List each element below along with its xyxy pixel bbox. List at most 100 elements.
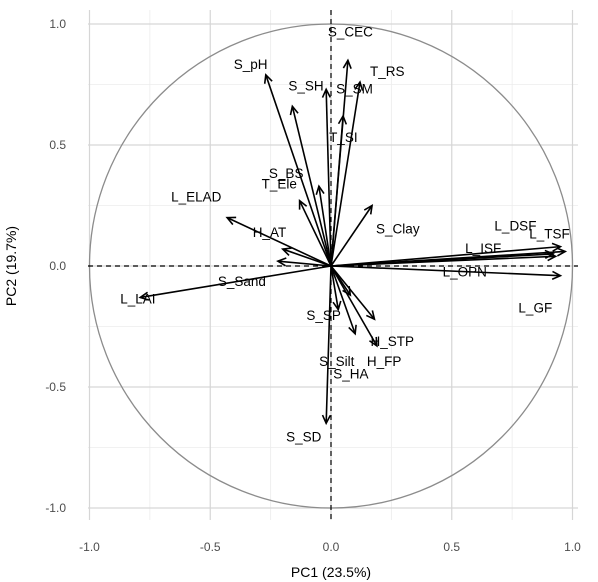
arrow-head: [321, 87, 332, 98]
y-tick-label: -1.0: [45, 501, 66, 515]
arrow-shaft: [318, 186, 332, 267]
arrow-l-lai: [138, 265, 332, 301]
label-l-dsf: L_DSF: [494, 219, 536, 234]
arrow-shaft: [265, 74, 332, 267]
arrow-s-clay: [330, 203, 374, 267]
arrow-head: [551, 242, 563, 252]
arrow-s-ha: [330, 265, 342, 312]
arrow-l-gf: [330, 265, 563, 280]
arrow-shaft: [282, 248, 332, 267]
arrow-h-at: [280, 247, 332, 267]
arrow-head: [276, 257, 287, 267]
arrow-head: [321, 414, 332, 426]
arrow-head: [369, 336, 378, 348]
arrow-l-opn: [330, 252, 558, 267]
label-l-isf: L_ISF: [465, 241, 501, 256]
x-axis-title: PC1 (23.5%): [291, 564, 371, 580]
y-tick-label: 0.0: [49, 259, 66, 273]
x-tick-label: -1.0: [79, 540, 100, 554]
label-l-opn: L_OPN: [443, 264, 487, 279]
variable-arrows: [138, 58, 568, 426]
arrow-shaft: [330, 255, 556, 267]
y-tick-label: 1.0: [49, 17, 66, 31]
label-s-silt: S_Silt: [319, 354, 355, 369]
x-tick-label: 0.0: [323, 540, 340, 554]
y-axis-title: PC2 (19.7%): [3, 226, 19, 306]
arrow-s-ph: [263, 73, 332, 267]
arrow-l-elad: [225, 216, 332, 267]
arrow-shaft: [330, 265, 340, 310]
arrow-s-sd: [321, 265, 332, 426]
label-s-cec: S_CEC: [328, 24, 373, 39]
arrow-l-dsf: [330, 242, 563, 267]
label-t-rs: T_RS: [370, 64, 405, 79]
arrow-shaft: [330, 265, 376, 320]
arrow-s-sand: [276, 257, 332, 267]
arrow-s-sh: [289, 104, 332, 267]
label-h-at: H_AT: [253, 225, 287, 240]
arrow-s-silt: [330, 265, 357, 336]
label-s-clay: S_Clay: [376, 222, 420, 237]
arrow-head: [551, 270, 563, 280]
arrow-t-rs: [330, 80, 364, 267]
arrow-head: [556, 247, 568, 257]
arrow-shaft: [330, 265, 561, 277]
label-s-bs: S_BS: [269, 166, 304, 181]
arrow-shaft: [330, 245, 561, 267]
label-t-ele: T_Ele: [262, 177, 297, 192]
arrow-shaft: [140, 265, 332, 299]
arrow-shaft: [325, 265, 332, 424]
label-s-ha: S_HA: [333, 367, 368, 382]
arrow-h-fp: [330, 265, 378, 348]
arrow-shaft: [330, 205, 373, 267]
arrow-head: [289, 104, 299, 116]
arrow-head: [263, 73, 273, 84]
arrow-head: [280, 247, 292, 256]
arrow-t-ele: [298, 198, 332, 267]
arrow-head: [363, 203, 374, 215]
arrow-shaft: [277, 260, 332, 267]
arrow-s-sm: [321, 87, 332, 267]
x-tick-label: -0.5: [200, 540, 221, 554]
arrow-h-stp: [330, 265, 376, 321]
x-tick-label: 1.0: [564, 540, 581, 554]
arrow-head: [354, 80, 364, 91]
arrow-shaft: [330, 115, 344, 267]
arrow-head: [138, 291, 150, 301]
label-l-lai: L_LAI: [120, 291, 155, 306]
arrow-head: [332, 300, 342, 312]
arrow-s-bs: [315, 184, 332, 267]
label-t-si: T_SI: [329, 130, 358, 145]
arrow-shaft: [330, 265, 378, 347]
arrow-head: [337, 114, 348, 125]
arrow-head: [348, 324, 357, 336]
arrow-shaft: [226, 216, 332, 267]
arrow-shaft: [325, 89, 332, 267]
label-l-tsf: L_TSF: [529, 226, 570, 241]
arrow-shaft: [298, 200, 332, 267]
arrow-head: [547, 252, 558, 262]
variable-labels: S_pH S_SH S_BS S_CEC T_RS S_SM T_SI T_Ele L_ELAD…: [120, 24, 570, 444]
arrow-head: [365, 310, 376, 321]
arrow-shaft: [330, 265, 356, 335]
y-tick-label: -0.5: [45, 380, 66, 394]
label-s-ph: S_pH: [234, 57, 268, 72]
label-s-sand: S_Sand: [218, 274, 266, 289]
arrow-shaft: [291, 106, 332, 267]
x-tick-label: 0.5: [443, 540, 460, 554]
label-s-sd: S_SD: [286, 429, 322, 444]
label-s-sh: S_SH: [288, 78, 323, 93]
label-h-stp: H_STP: [370, 334, 414, 349]
label-l-elad: L_ELAD: [171, 190, 222, 205]
arrow-head: [342, 58, 352, 69]
arrow-head: [315, 184, 325, 195]
y-tick-label: 0.5: [49, 138, 66, 152]
arrow-head: [225, 216, 237, 226]
label-h-fp: H_FP: [367, 354, 402, 369]
arrow-shaft: [330, 81, 361, 267]
label-l-gf: L_GF: [518, 301, 552, 316]
tick-labels: -1.0 -0.5 0.0 0.5 1.0 -1.0 -0.5 0.0 0.5 1.0: [45, 17, 581, 554]
label-s-sm: S_SM: [336, 81, 373, 96]
